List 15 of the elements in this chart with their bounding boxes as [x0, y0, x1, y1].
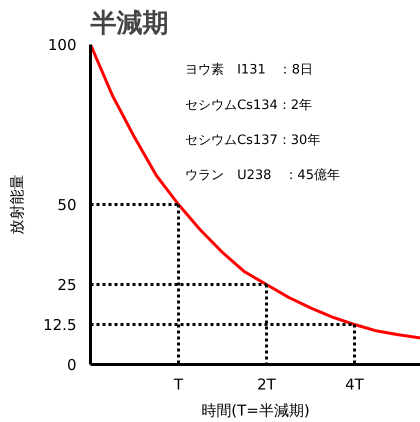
annotation: セシウムCs134：2年	[185, 98, 312, 113]
annotation: セシウムCs137：30年	[185, 133, 320, 148]
annotation: ウラン U238 ：45億年	[185, 168, 340, 184]
chart-title: 半減期	[90, 8, 168, 38]
x-tick-label: 4T	[345, 376, 365, 394]
x-tick-label: T	[172, 376, 184, 394]
x-tick-label: 2T	[257, 376, 277, 394]
y-tick-label: 0	[66, 356, 77, 374]
y-tick-label: 100	[48, 36, 77, 54]
y-axis-title: 放射能量	[8, 174, 26, 234]
y-tick-label: 12.5	[43, 316, 77, 334]
y-tick-label: 50	[57, 196, 77, 214]
y-tick-label: 25	[57, 276, 77, 294]
annotation: ヨウ素 I131 ：8日	[185, 62, 314, 78]
x-axis-title: 時間(T=半減期)	[201, 402, 310, 420]
